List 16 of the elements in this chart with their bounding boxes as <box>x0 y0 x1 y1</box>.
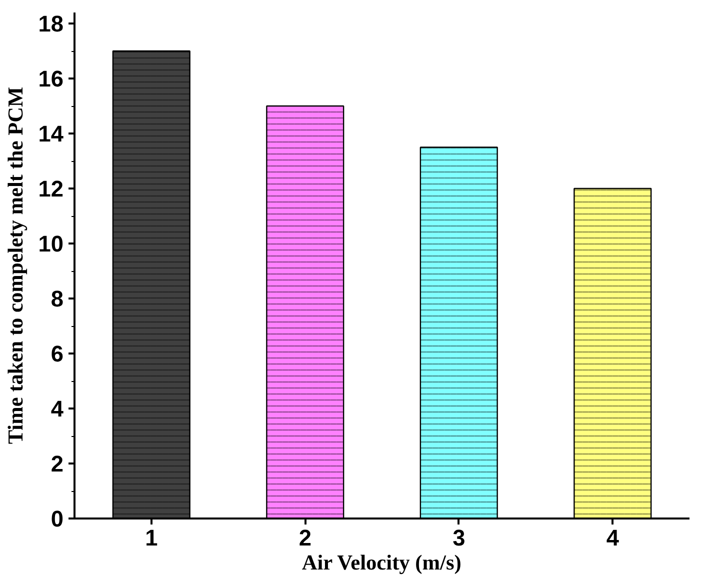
y-tick-label: 10 <box>38 230 64 256</box>
y-tick-label: 12 <box>38 176 64 202</box>
y-tick-label: 0 <box>50 506 64 532</box>
x-tick-label: 4 <box>606 524 620 550</box>
x-axis-title: Air Velocity (m/s) <box>302 550 462 574</box>
y-axis-title: Time taken to compelety melt the PCM <box>3 86 28 444</box>
x-tick-label: 2 <box>298 524 312 550</box>
y-tick-label: 14 <box>38 120 64 146</box>
y-tick-label: 2 <box>50 450 64 476</box>
x-tick-label: 1 <box>145 524 158 550</box>
y-tick-label: 4 <box>50 396 64 422</box>
x-tick-label: 3 <box>452 524 466 550</box>
y-tick-label: 18 <box>38 10 64 36</box>
y-tick-label: 8 <box>50 286 64 312</box>
y-tick-label: 16 <box>38 66 64 92</box>
y-tick-label: 6 <box>50 340 64 366</box>
